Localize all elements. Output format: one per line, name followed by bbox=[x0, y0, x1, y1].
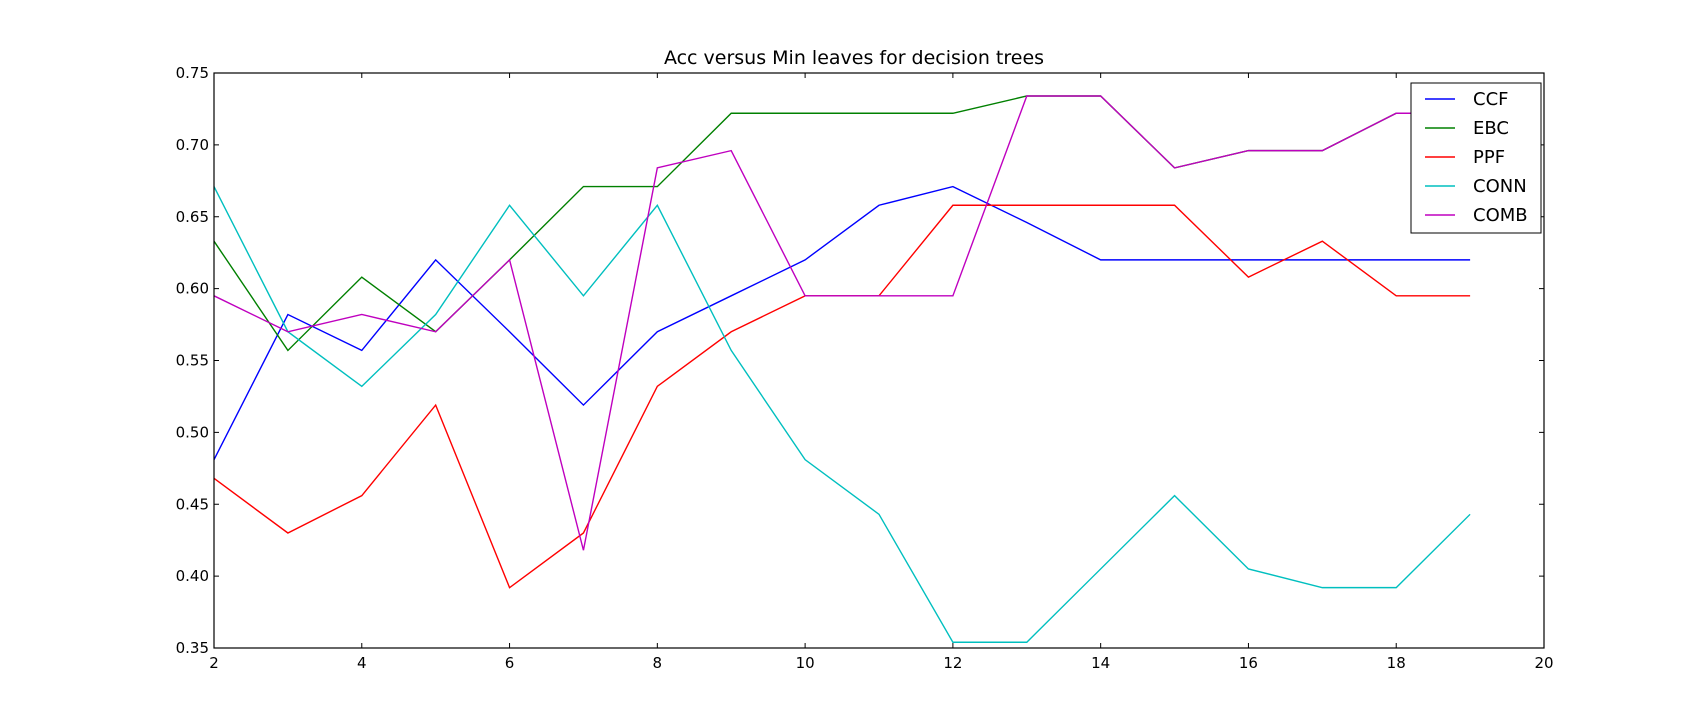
x-tick-label: 6 bbox=[505, 654, 515, 672]
legend-label-ccf: CCF bbox=[1473, 89, 1509, 110]
y-tick-label: 0.75 bbox=[176, 64, 209, 82]
x-tick-label: 2 bbox=[209, 654, 219, 672]
y-tick-label: 0.40 bbox=[176, 567, 209, 585]
x-tick-label: 12 bbox=[943, 654, 962, 672]
legend-box bbox=[1410, 82, 1542, 234]
legend-label-conn: CONN bbox=[1473, 176, 1527, 197]
x-tick-label: 20 bbox=[1534, 654, 1553, 672]
legend-label-ebc: EBC bbox=[1473, 118, 1509, 139]
y-tick-label: 0.35 bbox=[176, 639, 209, 657]
series-line-ccf bbox=[213, 185, 1471, 461]
y-tick-label: 0.45 bbox=[176, 495, 209, 513]
y-tick-label: 0.65 bbox=[176, 208, 209, 226]
x-tick-label: 14 bbox=[1091, 654, 1110, 672]
y-tick-label: 0.50 bbox=[176, 423, 209, 441]
chart-title: Acc versus Min leaves for decision trees bbox=[664, 47, 1044, 69]
series-line-comb bbox=[213, 95, 1471, 551]
y-tick-label: 0.70 bbox=[176, 136, 209, 154]
x-tick-label: 16 bbox=[1239, 654, 1258, 672]
ticks-layer: 2 4 6 8 10 12 14 16 18 20 0.35 0.40 0.45 0.50 0.55 0.60… bbox=[176, 64, 1554, 672]
series-layer bbox=[213, 95, 1471, 643]
x-tick-label: 18 bbox=[1387, 654, 1406, 672]
y-tick-label: 0.55 bbox=[176, 352, 209, 370]
x-tick-label: 10 bbox=[796, 654, 815, 672]
legend-label-comb: COMB bbox=[1473, 205, 1528, 226]
legend-label-ppf: PPF bbox=[1473, 147, 1505, 168]
y-tick-label: 0.60 bbox=[176, 280, 209, 298]
x-tick-label: 8 bbox=[653, 654, 663, 672]
legend: CCF EBC PPF CONN COMB bbox=[1410, 82, 1542, 234]
series-line-conn bbox=[213, 186, 1471, 643]
x-tick-label: 4 bbox=[357, 654, 367, 672]
